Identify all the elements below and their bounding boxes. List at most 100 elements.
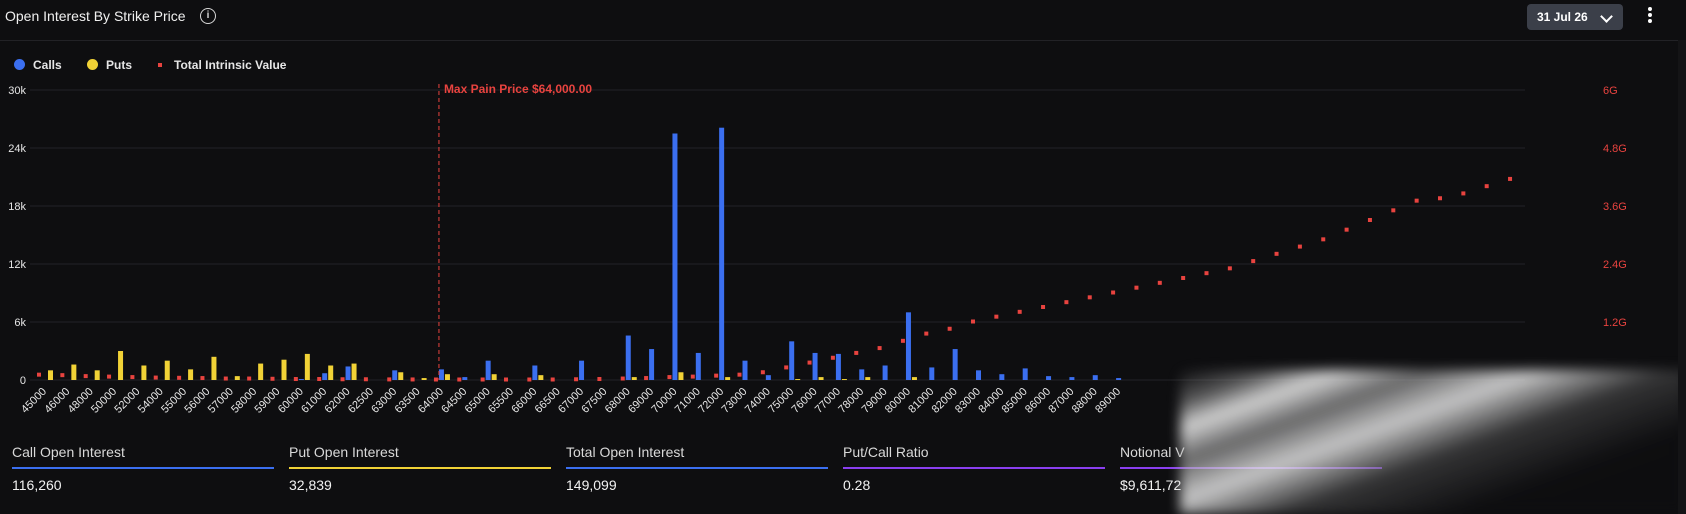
stat-label: Total Open Interest (566, 444, 685, 460)
intrinsic-point (83, 374, 88, 379)
x-tick-label: 65500 (486, 386, 516, 416)
x-tick-label: 86000 (1023, 386, 1053, 416)
intrinsic-point (971, 319, 975, 324)
intrinsic-point (1391, 208, 1396, 213)
intrinsic-point (1041, 305, 1046, 309)
intrinsic-point (714, 373, 719, 378)
put-bar (444, 374, 450, 380)
call-bar (649, 349, 655, 380)
chart-header: Open Interest By Strike Price i 31 Jul 2… (0, 0, 1686, 41)
vertical-ellipsis-icon[interactable] (1644, 7, 1656, 27)
intrinsic-point (737, 372, 742, 377)
info-icon[interactable]: i (200, 8, 216, 24)
call-bar (392, 370, 398, 380)
stats-row: Call Open Interest 116,260 Put Open Inte… (0, 440, 1686, 514)
put-bar (48, 370, 53, 380)
intrinsic-point (1017, 309, 1022, 314)
intrinsic-point (994, 314, 999, 319)
calls-dot-icon (14, 59, 25, 70)
intrinsic-point (60, 373, 65, 378)
obscuring-blur (1180, 370, 1686, 514)
intrinsic-point (363, 377, 368, 382)
call-bar (345, 366, 351, 380)
put-bar (328, 365, 334, 380)
stat-value: 0.28 (843, 477, 871, 493)
x-tick-label: 62500 (346, 386, 376, 416)
expiry-date-select[interactable]: 31 Jul 26 (1527, 4, 1623, 30)
intrinsic-point (37, 372, 41, 377)
intrinsic-point (107, 374, 112, 379)
call-bar (999, 374, 1005, 380)
chart-title: Open Interest By Strike Price (5, 8, 186, 24)
intrinsic-point (200, 376, 205, 381)
call-bar (719, 127, 725, 380)
x-tick-label: 83000 (953, 386, 983, 416)
call-bar (438, 369, 444, 380)
put-bar (818, 377, 824, 380)
put-bar (304, 353, 310, 380)
intrinsic-point (504, 377, 508, 382)
intrinsic-point (550, 377, 555, 382)
x-tick-label: 61000 (299, 386, 329, 416)
put-bar (421, 378, 427, 380)
intrinsic-point (223, 376, 228, 381)
x-tick-label: 50000 (89, 386, 119, 416)
intrinsic-point (1484, 184, 1489, 189)
intrinsic-point (527, 377, 532, 382)
stat-label: Notional V (1120, 444, 1185, 460)
y-left-tick-label: 30k (8, 85, 26, 97)
legend-label-intrinsic: Total Intrinsic Value (174, 58, 287, 72)
x-tick-label: 72000 (696, 386, 726, 416)
call-bar (462, 377, 468, 380)
intrinsic-point (1087, 295, 1092, 300)
intrinsic-point (387, 377, 392, 382)
y-left-tick-label: 0 (20, 375, 26, 387)
x-tick-label: 82000 (930, 386, 960, 416)
scrollbar[interactable] (1678, 40, 1686, 514)
call-bar (625, 335, 631, 380)
y-right-tick-label: 1.2G (1603, 317, 1627, 329)
put-bar (71, 364, 77, 380)
stat-label: Call Open Interest (12, 444, 125, 460)
stat-value: 32,839 (289, 477, 332, 493)
legend-item-intrinsic[interactable]: Total Intrinsic Value (154, 58, 286, 72)
x-tick-label: 87000 (1046, 386, 1076, 416)
intrinsic-point (130, 375, 135, 380)
intrinsic-point (270, 376, 275, 381)
call-bar (765, 375, 771, 380)
y-left-tick-label: 18k (8, 201, 26, 213)
put-bar (538, 375, 544, 380)
x-tick-label: 48000 (66, 386, 96, 416)
stat-value: $9,611,72 (1120, 477, 1182, 493)
x-tick-label: 60000 (276, 386, 306, 416)
puts-dot-icon (87, 59, 98, 70)
put-bar (351, 363, 357, 380)
put-bar (164, 360, 170, 380)
intrinsic-point (924, 331, 929, 336)
call-bar (1116, 378, 1122, 380)
call-bar (929, 367, 935, 380)
intrinsic-point (760, 370, 765, 375)
call-bar (485, 360, 491, 380)
x-tick-label: 54000 (136, 386, 166, 416)
intrinsic-square-icon (158, 63, 162, 67)
x-tick-label: 59000 (253, 386, 283, 416)
intrinsic-point (877, 346, 882, 351)
legend-item-puts[interactable]: Puts (87, 58, 132, 72)
put-bar (865, 377, 871, 380)
x-tick-label: 66000 (509, 386, 539, 416)
y-right-tick-label: 6G (1603, 85, 1618, 97)
call-bar (672, 133, 678, 380)
call-bar (695, 352, 701, 380)
call-bar (532, 365, 538, 380)
x-tick-label: 52000 (112, 386, 142, 416)
stat-label: Put Open Interest (289, 444, 399, 460)
x-tick-label: 62000 (323, 386, 353, 416)
put-bar (281, 359, 287, 380)
legend-item-calls[interactable]: Calls (14, 58, 62, 72)
call-bar (812, 352, 818, 380)
intrinsic-point (410, 377, 415, 382)
call-bar (976, 370, 981, 380)
x-tick-label: 67000 (556, 386, 586, 416)
put-bar (141, 365, 147, 380)
